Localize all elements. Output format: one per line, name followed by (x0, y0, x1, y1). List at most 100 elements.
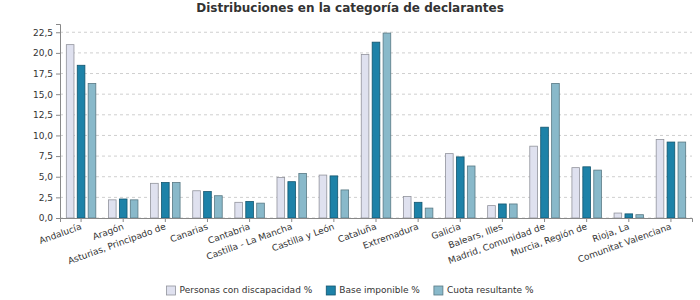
tick: Andalucía (38, 218, 83, 246)
legend: Personas con discapacidad %Base imponibl… (167, 285, 534, 295)
tick: Comunitat Valenciana (576, 218, 672, 265)
series (77, 42, 675, 218)
tick: 7,5 (39, 151, 60, 161)
bar (341, 190, 349, 218)
bar (66, 45, 74, 218)
y-axis: 0,0 2,5 5,0 7,5 10,0 12,5 15,0 17,5 20,0 22,5 (33, 25, 61, 224)
bar (288, 182, 296, 218)
bar (403, 197, 411, 218)
legend-swatch (434, 286, 443, 295)
tick-label: 10,0 (33, 131, 53, 141)
bar (330, 176, 338, 218)
bar (594, 170, 602, 218)
tick-mark (670, 218, 671, 222)
axis-line (61, 219, 693, 223)
bar (510, 204, 518, 218)
tick-mark (291, 218, 292, 222)
tick-label: Castilla y León (270, 221, 335, 253)
tick: Murcia, Región de (509, 218, 589, 258)
tick-mark (502, 218, 503, 222)
tick-mark (56, 115, 60, 116)
bar (108, 200, 116, 218)
bar (667, 142, 675, 218)
tick: 2,5 (39, 193, 60, 203)
tick-label: 22,5 (33, 28, 53, 38)
tick-label: Andalucía (38, 221, 83, 246)
tick-label: 17,5 (33, 69, 53, 79)
bar (193, 191, 201, 218)
tick-mark (460, 218, 461, 222)
tick-mark (376, 218, 377, 222)
tick-mark (56, 53, 60, 54)
bar (319, 175, 327, 218)
bar (530, 146, 538, 218)
bar (77, 65, 85, 218)
bar (467, 166, 475, 218)
tick: 10,0 (33, 131, 60, 141)
tick-mark (56, 177, 60, 178)
bar (583, 167, 591, 218)
tick-label: Asturias, Principado de (67, 221, 168, 266)
tick-mark (56, 32, 60, 33)
tick: 5,0 (39, 172, 60, 182)
tick-mark (56, 135, 60, 136)
bar (488, 206, 496, 218)
legend-label: Personas con discapacidad % (180, 285, 313, 295)
tick-label: Extremadura (362, 221, 420, 250)
tick-label: 0,0 (39, 213, 54, 223)
bar (541, 127, 549, 218)
bar (625, 214, 633, 218)
tick-label: Murcia, Región de (509, 221, 589, 258)
legend-item: Cuota resultante % (434, 285, 534, 295)
tick-mark (333, 218, 334, 222)
bar (172, 183, 180, 218)
bar (372, 42, 380, 218)
tick-mark (56, 74, 60, 75)
bar (414, 202, 422, 218)
chart: Distribuciones en la categoría de declar… (0, 0, 700, 300)
grid (60, 32, 692, 218)
legend-swatch (326, 286, 335, 295)
bar (88, 83, 96, 218)
legend-swatch (167, 286, 176, 295)
grid-line (60, 32, 692, 33)
bar (246, 201, 254, 218)
axis-line (56, 25, 61, 219)
tick: Canarias (169, 218, 210, 244)
bar (299, 173, 307, 218)
tick-mark (544, 218, 545, 222)
tick-mark (56, 218, 60, 219)
legend-label: Cuota resultante % (447, 285, 534, 295)
bar (425, 208, 433, 218)
title: Distribuciones en la categoría de declar… (196, 1, 504, 15)
bar (361, 55, 369, 218)
tick: Asturias, Principado de (67, 218, 168, 266)
bars (66, 33, 685, 218)
bar (383, 33, 391, 218)
tick: Extremadura (362, 218, 420, 251)
tick: 17,5 (33, 69, 60, 79)
bar (678, 142, 686, 218)
series (88, 33, 686, 218)
tick: 0,0 (39, 213, 60, 223)
legend-item: Personas con discapacidad % (167, 285, 313, 295)
bar (119, 199, 127, 218)
bar (499, 204, 507, 218)
tick-label: Canarias (169, 221, 210, 244)
tick: 20,0 (33, 48, 60, 58)
tick-mark (249, 218, 250, 222)
bar (446, 154, 454, 218)
bar (614, 213, 622, 218)
tick-mark (56, 197, 60, 198)
tick-label: 20,0 (33, 48, 53, 58)
tick-label: 7,5 (39, 151, 53, 161)
tick-mark (56, 156, 60, 157)
tick: 12,5 (33, 110, 60, 120)
bar (215, 196, 223, 218)
tick: 15,0 (33, 90, 60, 100)
bar (456, 157, 464, 218)
bar (636, 215, 644, 218)
bar (257, 203, 265, 218)
tick-mark (165, 218, 166, 222)
bar (572, 168, 580, 218)
